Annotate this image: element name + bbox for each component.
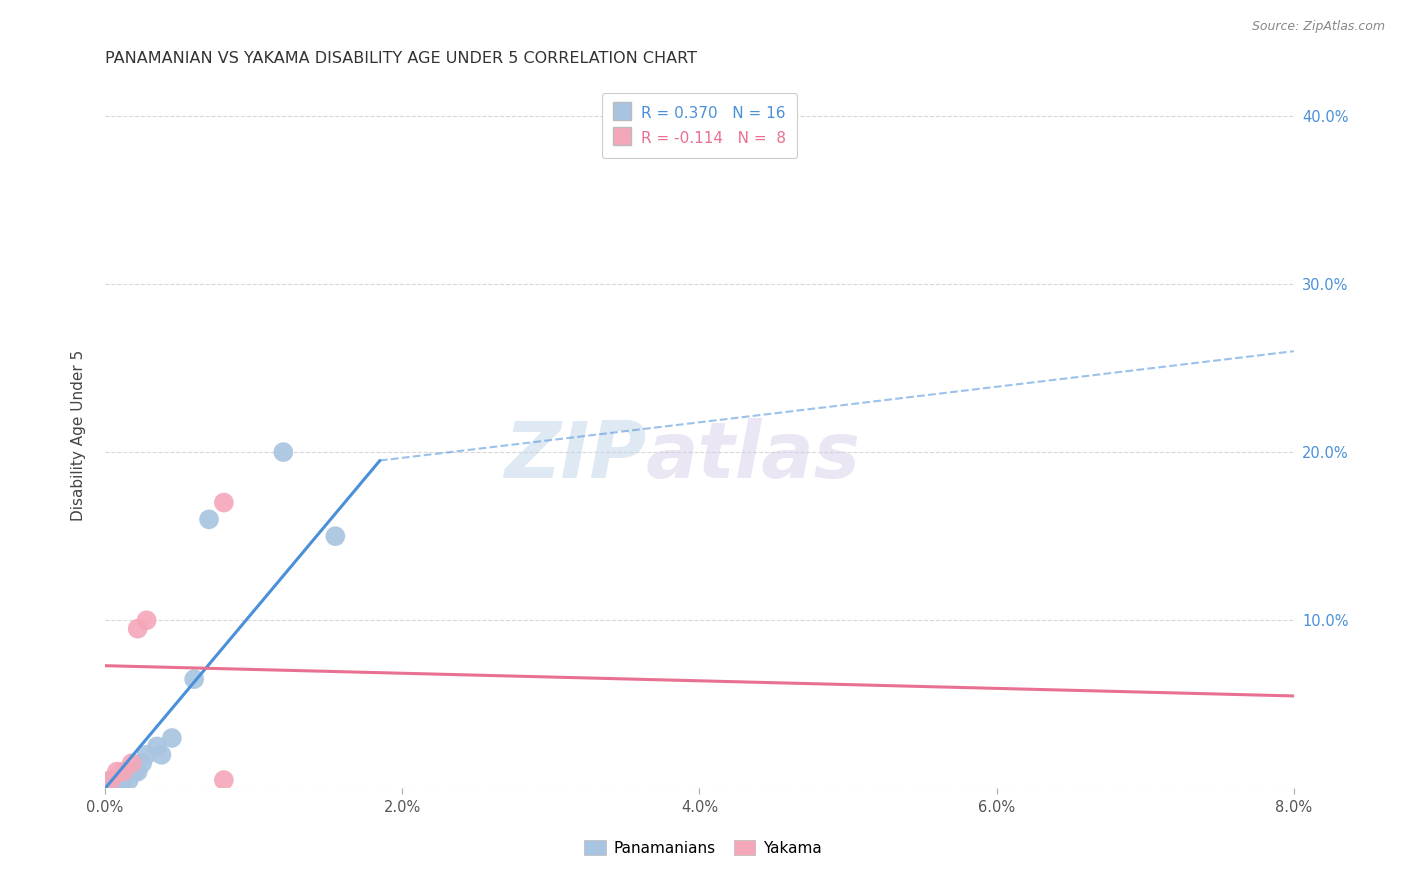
Point	[183, 672, 205, 686]
Y-axis label: Disability Age Under 5: Disability Age Under 5	[72, 350, 86, 521]
Point	[131, 756, 153, 771]
Point	[105, 764, 128, 779]
Point	[112, 772, 135, 787]
Text: PANAMANIAN VS YAKAMA DISABILITY AGE UNDER 5 CORRELATION CHART: PANAMANIAN VS YAKAMA DISABILITY AGE UNDE…	[105, 51, 697, 66]
Text: Source: ZipAtlas.com: Source: ZipAtlas.com	[1251, 20, 1385, 33]
Point	[325, 529, 347, 543]
Point	[146, 739, 169, 754]
Point	[198, 512, 221, 526]
Point	[121, 756, 143, 771]
Point	[135, 613, 157, 627]
Text: ZIP: ZIP	[503, 418, 645, 494]
Point	[160, 731, 183, 745]
Point	[118, 772, 141, 787]
Point	[150, 747, 173, 762]
Point	[100, 772, 122, 787]
Point	[127, 764, 149, 779]
Point	[108, 772, 131, 787]
Point	[111, 764, 134, 779]
Text: atlas: atlas	[645, 418, 860, 494]
Point	[212, 772, 235, 787]
Point	[100, 772, 122, 787]
Point	[273, 445, 295, 459]
Point	[212, 495, 235, 509]
Point	[127, 622, 149, 636]
Point	[135, 747, 157, 762]
Point	[124, 764, 146, 779]
Point	[121, 764, 143, 779]
Legend: Panamanians, Yakama: Panamanians, Yakama	[578, 834, 828, 862]
Legend: R = 0.370   N = 16, R = -0.114   N =  8: R = 0.370 N = 16, R = -0.114 N = 8	[602, 94, 797, 158]
